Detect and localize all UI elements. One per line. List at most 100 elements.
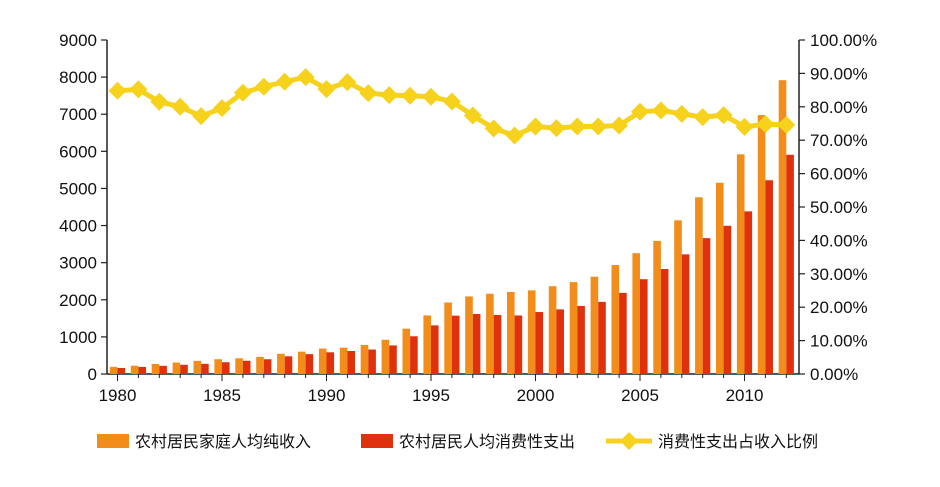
bar-series-group bbox=[109, 80, 794, 374]
income-bar bbox=[632, 253, 640, 374]
income-bar bbox=[339, 347, 348, 374]
ratio-point bbox=[568, 117, 587, 136]
income-bar bbox=[716, 182, 724, 374]
income-bar bbox=[444, 302, 452, 374]
x-tick-label: 1990 bbox=[308, 386, 346, 405]
x-tick-label: 1985 bbox=[203, 386, 241, 405]
line-series-group bbox=[108, 68, 796, 145]
income-bar bbox=[277, 353, 285, 374]
ratio-point bbox=[735, 117, 754, 136]
ratio-point bbox=[359, 84, 378, 103]
ratio-point bbox=[693, 108, 712, 127]
ratio-point bbox=[547, 119, 566, 138]
income-bar bbox=[402, 328, 411, 374]
expenditure-bar bbox=[431, 325, 439, 374]
right-tick-label: 70.00% bbox=[810, 131, 868, 150]
expenditure-bar bbox=[472, 313, 481, 374]
income-bar bbox=[736, 154, 745, 374]
right-tick-label: 60.00% bbox=[810, 165, 868, 184]
income-bar bbox=[590, 276, 599, 374]
income-bar bbox=[318, 348, 327, 374]
left-tick-label: 7000 bbox=[59, 105, 97, 124]
left-tick-label: 8000 bbox=[59, 68, 97, 87]
left-tick-label: 5000 bbox=[59, 179, 97, 198]
left-axis-ticks: 0 1000 2000 3000 4000 5000 6000 7000 8000 9000 bbox=[59, 31, 107, 384]
right-tick-label: 10.00% bbox=[810, 332, 868, 351]
expenditure-bar bbox=[159, 365, 167, 374]
ratio-point bbox=[714, 106, 733, 125]
expenditure-bar bbox=[598, 301, 606, 374]
income-bar bbox=[151, 363, 160, 374]
ratio-point bbox=[651, 101, 670, 120]
income-bar bbox=[548, 286, 557, 374]
expenditure-bar bbox=[347, 350, 355, 374]
expenditure-bar bbox=[284, 356, 293, 374]
ratio-point bbox=[401, 86, 420, 105]
x-tick-label: 1995 bbox=[412, 386, 450, 405]
x-tick-label: 2010 bbox=[726, 386, 764, 405]
income-bar bbox=[172, 362, 181, 374]
ratio-point bbox=[275, 72, 294, 91]
income-bar bbox=[193, 360, 202, 374]
left-tick-label: 3000 bbox=[59, 254, 97, 273]
expenditure-bar bbox=[619, 292, 627, 374]
ratio-point bbox=[108, 81, 127, 100]
ratio-point bbox=[171, 97, 190, 116]
ratio-point bbox=[589, 117, 608, 136]
x-tick-label: 2005 bbox=[621, 386, 659, 405]
income-bar bbox=[569, 282, 578, 374]
income-bar bbox=[130, 365, 139, 374]
expenditure-bar bbox=[577, 305, 585, 374]
right-tick-label: 80.00% bbox=[810, 98, 868, 117]
ratio-point bbox=[296, 68, 315, 87]
income-bar bbox=[109, 366, 118, 374]
expenditure-bar bbox=[410, 336, 418, 374]
expenditure-bar bbox=[263, 359, 272, 374]
legend-label: 消费性支出占收入比例 bbox=[658, 432, 818, 451]
legend-ratio-marker bbox=[620, 432, 638, 450]
expenditure-bar bbox=[326, 352, 335, 374]
expenditure-bar bbox=[451, 315, 460, 374]
income-bar bbox=[381, 339, 390, 374]
income-bar bbox=[507, 291, 515, 374]
expenditure-bar bbox=[180, 364, 188, 374]
expenditure-bar bbox=[702, 238, 711, 374]
left-tick-label: 6000 bbox=[59, 142, 97, 161]
income-bar bbox=[695, 197, 703, 374]
expenditure-bar bbox=[744, 211, 753, 374]
expenditure-bar bbox=[660, 269, 669, 374]
expenditure-bar bbox=[389, 345, 397, 374]
expenditure-bar bbox=[681, 254, 690, 374]
expenditure-bar bbox=[242, 360, 251, 374]
right-axis-ticks: 0.00% 10.00% 20.00% 30.00% 40.00% 50.00% 60.00… bbox=[799, 31, 877, 384]
ratio-point bbox=[150, 92, 169, 111]
ratio-point bbox=[777, 115, 796, 134]
ratio-point bbox=[213, 99, 231, 118]
ratio-point bbox=[192, 107, 211, 126]
ratio-point bbox=[672, 104, 691, 123]
income-bar bbox=[235, 358, 243, 374]
expenditure-bar bbox=[514, 315, 523, 374]
right-tick-label: 30.00% bbox=[810, 265, 868, 284]
income-bar bbox=[527, 290, 536, 374]
ratio-point bbox=[505, 126, 524, 145]
ratio-point bbox=[254, 77, 273, 96]
expenditure-bar bbox=[765, 180, 773, 374]
expenditure-bar bbox=[222, 362, 230, 374]
income-bar bbox=[360, 344, 369, 374]
expenditure-bar bbox=[117, 367, 126, 374]
right-tick-label: 90.00% bbox=[810, 64, 868, 83]
expenditure-bar bbox=[493, 314, 502, 374]
legend-label: 农村居民家庭人均纯收入 bbox=[135, 432, 311, 451]
expenditure-bar bbox=[723, 225, 732, 374]
ratio-point bbox=[631, 102, 649, 121]
income-bar bbox=[298, 351, 306, 374]
left-tick-label: 0 bbox=[88, 365, 97, 384]
income-bar bbox=[423, 315, 431, 374]
ratio-point bbox=[756, 115, 775, 134]
right-tick-label: 50.00% bbox=[810, 198, 868, 217]
income-bar bbox=[214, 359, 222, 374]
legend-label: 农村居民人均消费性支出 bbox=[399, 432, 575, 451]
ratio-point bbox=[463, 106, 482, 125]
